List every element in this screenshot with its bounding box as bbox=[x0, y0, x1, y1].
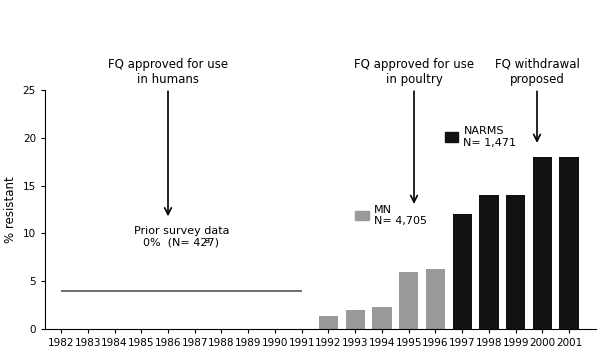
Text: FQ approved for use
in poultry: FQ approved for use in poultry bbox=[354, 58, 474, 202]
Bar bbox=[319, 316, 338, 329]
Bar bbox=[452, 252, 472, 329]
Bar bbox=[479, 195, 499, 329]
Y-axis label: % resistant: % resistant bbox=[4, 176, 17, 243]
Bar bbox=[506, 195, 525, 329]
Bar bbox=[426, 269, 445, 329]
Text: Prior survey data
0%  (N= 427): Prior survey data 0% (N= 427) bbox=[134, 226, 229, 248]
Text: a: a bbox=[204, 236, 209, 245]
Text: MN
N= 4,705: MN N= 4,705 bbox=[374, 205, 427, 226]
Bar bbox=[355, 210, 368, 220]
Text: FQ approved for use
in humans: FQ approved for use in humans bbox=[108, 58, 228, 214]
Bar bbox=[346, 310, 365, 329]
Bar bbox=[445, 132, 458, 142]
Bar bbox=[372, 307, 392, 329]
Bar bbox=[452, 214, 472, 329]
Bar bbox=[533, 157, 552, 329]
Text: NARMS
N= 1,471: NARMS N= 1,471 bbox=[463, 126, 517, 148]
Bar bbox=[399, 272, 418, 329]
Bar bbox=[479, 233, 499, 329]
Bar bbox=[559, 157, 579, 329]
Text: FQ withdrawal
proposed: FQ withdrawal proposed bbox=[494, 58, 580, 141]
